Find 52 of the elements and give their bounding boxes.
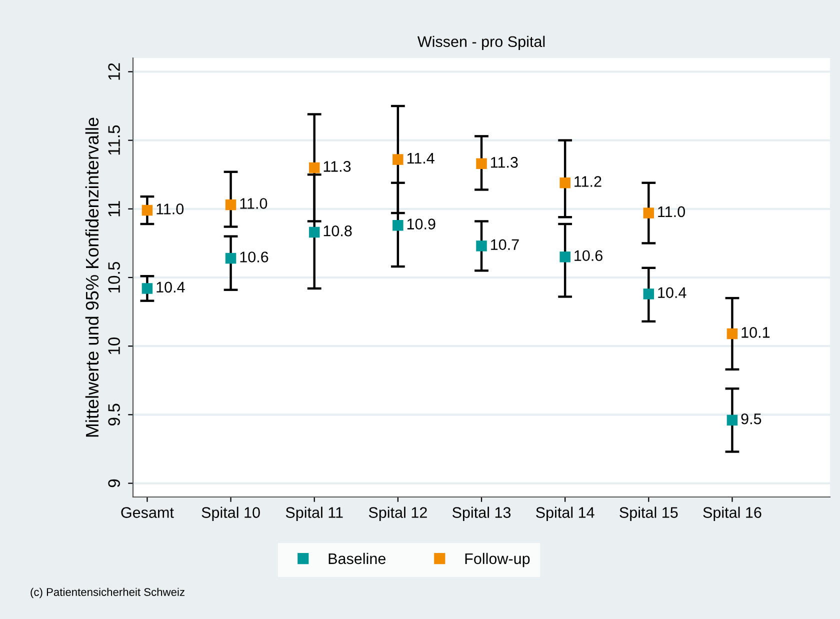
- y-tick-label: 12: [108, 63, 120, 80]
- x-tick-label: Spital 11: [286, 506, 343, 521]
- y-tick-label: 10.5: [108, 262, 120, 292]
- point: [560, 177, 570, 188]
- point: [142, 204, 153, 216]
- data-label: 10.4: [658, 287, 686, 298]
- point: [225, 252, 236, 264]
- point: [476, 240, 487, 252]
- legend-label: Follow-up: [465, 552, 530, 568]
- point: [560, 252, 570, 262]
- x-tick-label: Spital 10: [202, 506, 260, 521]
- chart-title: Wissen - pro Spital: [417, 36, 545, 50]
- data-label: 11.4: [407, 152, 434, 164]
- data-label: 11.0: [240, 198, 268, 209]
- x-tick-label: Spital 12: [368, 506, 427, 521]
- data-label: 10.6: [574, 250, 602, 262]
- point: [142, 283, 153, 294]
- data-label: 11.0: [658, 206, 685, 218]
- y-tick-label: 9.5: [108, 404, 120, 426]
- point: [726, 414, 738, 426]
- point: [225, 199, 236, 210]
- y-tick-label: 11.5: [108, 125, 120, 155]
- x-tick-label: Spital 15: [620, 506, 678, 521]
- data-label: 10.8: [324, 226, 352, 236]
- y-tick-label: 10: [108, 337, 120, 354]
- data-label: 10.1: [742, 327, 770, 338]
- text: (c) Patientensicherheit Schweiz: [30, 588, 184, 598]
- x-tick-label: Spital 14: [536, 506, 594, 521]
- y-tick-label: 9: [108, 479, 120, 488]
- point: [392, 154, 404, 165]
- point: [308, 226, 320, 238]
- data-label: 11.0: [156, 204, 184, 214]
- point: [308, 162, 320, 174]
- data-label: 11.3: [491, 156, 518, 168]
- y-axis-title: Mittelwerte und 95% Konfidenzintervalle: [85, 118, 99, 437]
- x-tick-label: Gesamt: [121, 507, 174, 518]
- point: [726, 328, 738, 340]
- data-label: 11.3: [324, 161, 351, 172]
- data-label: 11.2: [574, 176, 602, 187]
- x-tick-label: Spital 16: [703, 506, 762, 521]
- data-label: 10.4: [156, 282, 185, 293]
- point: [643, 288, 654, 300]
- point: [476, 158, 487, 170]
- point: [643, 208, 654, 218]
- legend-label: Baseline: [328, 552, 386, 564]
- point: [392, 220, 404, 231]
- data-label: 9.5: [741, 413, 762, 424]
- data-label: 10.9: [407, 218, 436, 230]
- x-tick-label: Spital 13: [452, 506, 511, 521]
- y-tick-label: 11: [108, 201, 120, 216]
- data-label: 10.6: [240, 252, 268, 262]
- data-label: 10.7: [491, 239, 519, 250]
